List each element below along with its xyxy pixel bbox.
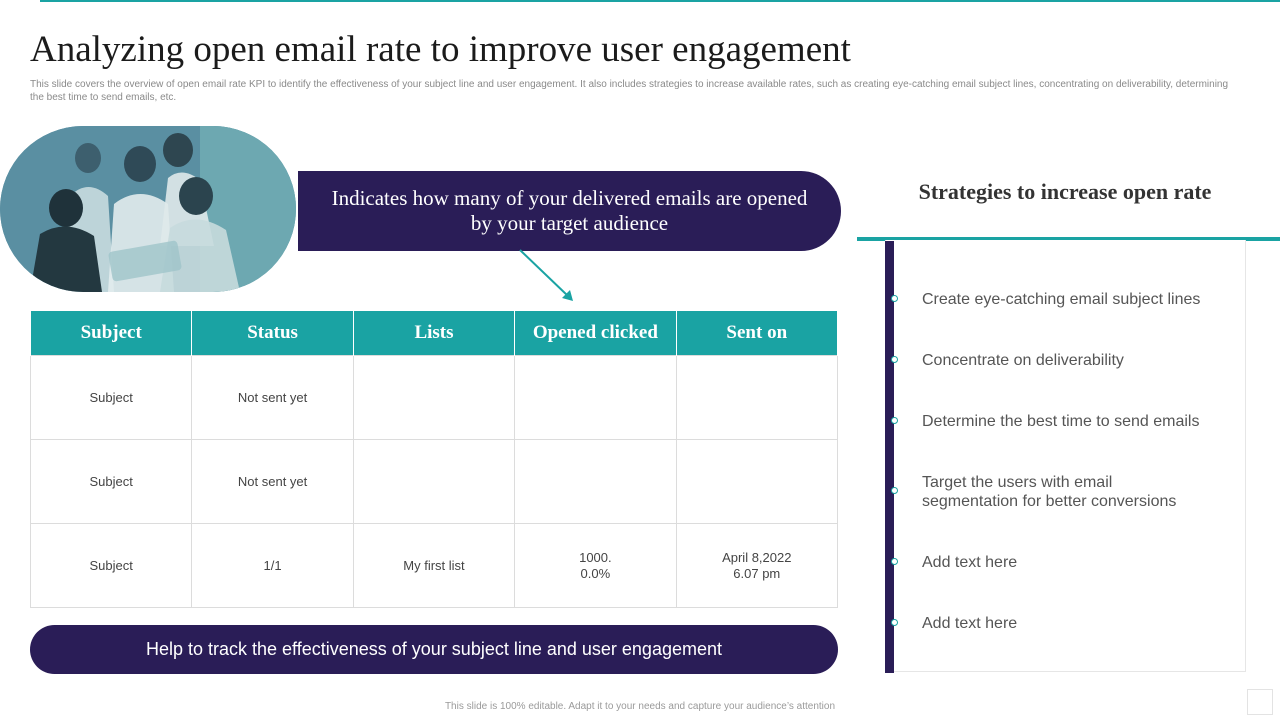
table-header-row: Subject Status Lists Opened clicked Sent… [29, 311, 839, 356]
header-subject: Subject [29, 311, 193, 356]
callout-text: Indicates how many of your delivered ema… [331, 186, 808, 235]
strategies-panel [885, 240, 1246, 672]
cell-lists [352, 439, 516, 524]
cell-lists: My first list [352, 523, 516, 608]
cell-opened-clicked: 1000. 0.0% [514, 523, 677, 608]
bullet-dot-icon [891, 619, 898, 626]
table-row: Subject 1/1 My first list 1000. 0.0% Apr… [29, 523, 839, 608]
page-title: Analyzing open email rate to improve use… [30, 29, 851, 70]
page-subtitle: This slide covers the overview of open e… [30, 79, 1229, 103]
bullet-dot-icon [891, 356, 898, 363]
strategy-text: Target the users with email segmentation… [922, 474, 1177, 510]
strategies-divider [857, 237, 1280, 241]
cell-subject: Subject [29, 439, 193, 524]
cell-status: Not sent yet [191, 439, 354, 524]
slide-number-box [1247, 689, 1273, 715]
table-row: Subject Not sent yet [29, 355, 839, 440]
top-accent-line [40, 0, 1280, 2]
strategies-title: Strategies to increase open rate [918, 179, 1212, 204]
cell-sent-on: April 8,2022 6.07 pm [675, 523, 839, 608]
bullet-dot-icon [891, 487, 898, 494]
cell-opened-clicked [514, 439, 677, 524]
header-opened-clicked: Opened clicked [514, 311, 677, 356]
strategies-timeline-bar [885, 241, 894, 673]
header-lists: Lists [352, 311, 516, 356]
strategy-text: Add text here [922, 615, 1018, 632]
arrow-down-right-icon [519, 249, 573, 301]
footer-note: This slide is 100% editable. Adapt it to… [444, 701, 836, 712]
table-row: Subject Not sent yet [29, 439, 839, 524]
strategy-text: Add text here [922, 554, 1018, 571]
bullet-dot-icon [891, 558, 898, 565]
cell-status: Not sent yet [191, 355, 354, 440]
bullet-dot-icon [891, 295, 898, 302]
cell-opened-clicked [514, 355, 677, 440]
cell-subject: Subject [29, 355, 193, 440]
cell-sent-on [675, 439, 839, 524]
bullet-dot-icon [891, 417, 898, 424]
strategy-text: Create eye-catching email subject lines [922, 291, 1201, 308]
cell-status: 1/1 [191, 523, 354, 608]
summary-banner: Help to track the effectiveness of your … [30, 625, 838, 674]
definition-callout: Indicates how many of your delivered ema… [298, 171, 841, 251]
header-status: Status [191, 311, 354, 356]
cell-lists [352, 355, 516, 440]
strategy-text: Determine the best time to send emails [922, 413, 1200, 430]
strategy-text: Concentrate on deliverability [922, 352, 1124, 369]
header-sent-on: Sent on [675, 311, 839, 356]
banner-text: Help to track the effectiveness of your … [145, 639, 722, 659]
email-kpi-table: Subject Status Lists Opened clicked Sent… [29, 311, 839, 608]
team-photo [0, 126, 296, 292]
cell-subject: Subject [29, 523, 193, 608]
cell-sent-on [675, 355, 839, 440]
